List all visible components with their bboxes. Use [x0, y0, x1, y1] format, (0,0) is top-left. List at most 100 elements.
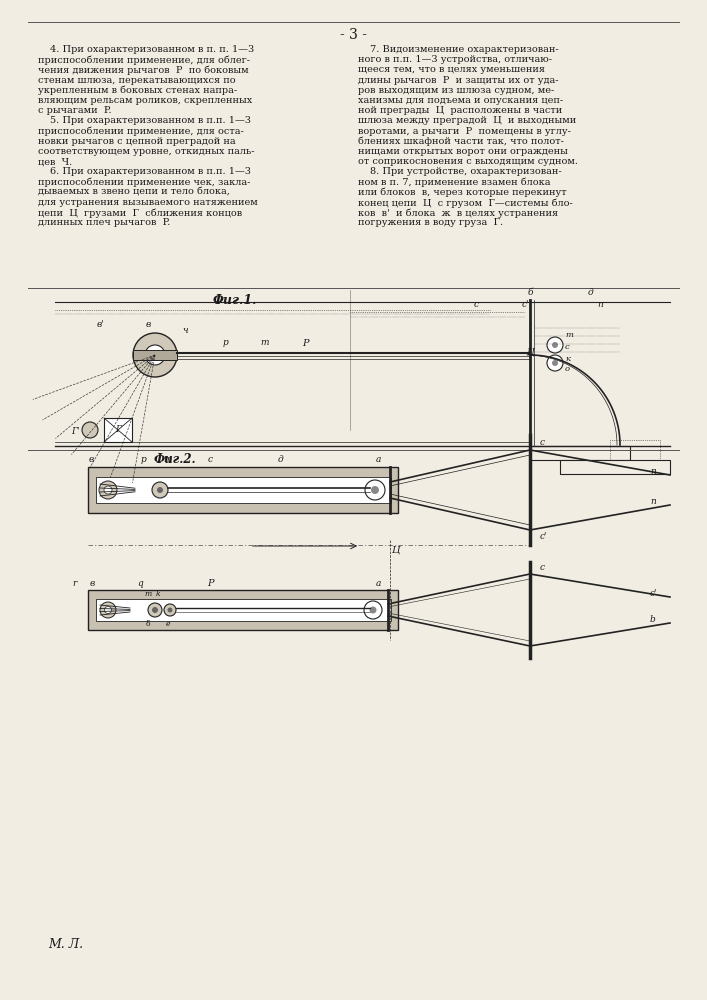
Text: укрепленным в боковых стенах напра-: укрепленным в боковых стенах напра-: [38, 86, 237, 95]
Text: m: m: [144, 590, 151, 598]
Text: Ц: Ц: [392, 545, 400, 554]
Text: P: P: [206, 579, 214, 588]
Text: в: в: [88, 455, 93, 464]
Text: в': в': [96, 320, 104, 329]
Text: р: р: [140, 455, 146, 464]
Circle shape: [99, 481, 117, 499]
Text: n: n: [597, 300, 603, 309]
Circle shape: [164, 604, 176, 616]
Text: с: с: [540, 438, 545, 447]
Circle shape: [152, 607, 158, 613]
Circle shape: [168, 607, 173, 612]
Text: блениях шкафной части так, что полот-: блениях шкафной части так, что полот-: [358, 137, 564, 146]
Text: r: r: [72, 579, 76, 588]
Text: Φиг.1.: Φиг.1.: [213, 294, 257, 307]
Text: e: e: [165, 620, 170, 628]
Text: нищами открытых ворот они ограждены: нищами открытых ворот они ограждены: [358, 147, 568, 156]
Text: b: b: [650, 615, 656, 624]
Text: m: m: [261, 338, 269, 347]
Bar: [530, 446, 630, 460]
Text: n: n: [650, 468, 656, 477]
Text: длинных плеч рычагов  P.: длинных плеч рычагов P.: [38, 218, 170, 227]
Text: c': c': [540, 532, 547, 541]
Text: а: а: [375, 579, 380, 588]
Text: ханизмы для подъема и опускания цеп-: ханизмы для подъема и опускания цеп-: [358, 96, 563, 105]
Text: для устранения вызываемого натяжением: для устранения вызываемого натяжением: [38, 198, 258, 207]
Circle shape: [157, 487, 163, 493]
Text: стенам шлюза, перекатывающихся по: стенам шлюза, перекатывающихся по: [38, 76, 235, 85]
Circle shape: [100, 602, 116, 618]
Circle shape: [370, 606, 377, 613]
Text: д: д: [587, 288, 593, 297]
Circle shape: [552, 360, 558, 366]
Text: δ: δ: [146, 620, 151, 628]
Text: m: m: [565, 331, 573, 339]
Text: с рычагами  P.: с рычагами P.: [38, 106, 112, 115]
Circle shape: [365, 480, 385, 500]
Text: приспособлении применение, для облег-: приспособлении применение, для облег-: [38, 55, 250, 65]
Text: р: р: [222, 338, 228, 347]
Circle shape: [105, 606, 112, 613]
Circle shape: [145, 345, 165, 365]
Text: - 3 -: - 3 -: [339, 28, 366, 42]
Circle shape: [547, 337, 563, 353]
Text: цев  Ч.: цев Ч.: [38, 157, 72, 166]
Text: ч: ч: [182, 326, 188, 335]
Text: б: б: [527, 288, 533, 297]
Text: приспособлении применение, для оста-: приспособлении применение, для оста-: [38, 127, 244, 136]
Text: ров выходящим из шлюза судном, ме-: ров выходящим из шлюза судном, ме-: [358, 86, 554, 95]
Text: Ц: Ц: [527, 348, 535, 357]
Text: с: с: [565, 343, 570, 351]
Text: 6. При охарактеризованном в п.п. 1—3: 6. При охарактеризованном в п.п. 1—3: [50, 167, 251, 176]
Text: o: o: [565, 365, 570, 373]
Text: новки рычагов с цепной преградой на: новки рычагов с цепной преградой на: [38, 137, 235, 146]
Text: c: c: [474, 300, 479, 309]
Text: c': c': [521, 300, 529, 309]
Text: от соприкосновения с выходящим судном.: от соприкосновения с выходящим судном.: [358, 157, 578, 166]
Text: Г: Г: [115, 426, 121, 434]
Text: P: P: [302, 339, 308, 348]
Text: дываемых в звено цепи и тело блока,: дываемых в звено цепи и тело блока,: [38, 188, 230, 197]
Text: или блоков  в, через которые перекинут: или блоков в, через которые перекинут: [358, 188, 566, 197]
Circle shape: [104, 486, 112, 494]
Text: c: c: [207, 455, 213, 464]
Text: 4. При охарактеризованном в п. п. 1—3: 4. При охарактеризованном в п. п. 1—3: [50, 45, 255, 54]
Text: 8. При устройстве, охарактеризован-: 8. При устройстве, охарактеризован-: [370, 167, 561, 176]
Bar: [610, 440, 660, 460]
Text: ков  в'  и блока  ж  в целях устранения: ков в' и блока ж в целях устранения: [358, 208, 558, 218]
Text: приспособлении применение чек, закла-: приспособлении применение чек, закла-: [38, 178, 250, 187]
Text: чения движения рычагов  Р  по боковым: чения движения рычагов Р по боковым: [38, 65, 249, 75]
Text: вляющим рельсам роликов, скрепленных: вляющим рельсам роликов, скрепленных: [38, 96, 252, 105]
Text: к: к: [565, 355, 570, 363]
Text: ном в п. 7, применение взамен блока: ном в п. 7, применение взамен блока: [358, 178, 551, 187]
Bar: [96, 477, 391, 503]
Text: 7. Видоизменение охарактеризован-: 7. Видоизменение охарактеризован-: [370, 45, 559, 54]
Text: конец цепи  Ц  с грузом  Г—системы бло-: конец цепи Ц с грузом Г—системы бло-: [358, 198, 573, 208]
Text: щееся тем, что в целях уменьшения: щееся тем, что в целях уменьшения: [358, 65, 545, 74]
Text: m: m: [164, 455, 173, 464]
Text: а: а: [375, 455, 380, 464]
Bar: [96, 599, 391, 621]
Text: Фиг.2.: Фиг.2.: [153, 453, 197, 466]
Text: М. Л.: М. Л.: [48, 938, 83, 952]
Text: погружения в воду груза  Г.: погружения в воду груза Г.: [358, 218, 503, 227]
Text: соответствующем уровне, откидных паль-: соответствующем уровне, откидных паль-: [38, 147, 255, 156]
Circle shape: [133, 333, 177, 377]
Text: k: k: [156, 590, 160, 598]
Text: в: в: [89, 579, 95, 588]
Bar: [88, 467, 398, 513]
Text: 5. При охарактеризованном в п.п. 1—3: 5. При охарактеризованном в п.п. 1—3: [50, 116, 251, 125]
Bar: [560, 460, 670, 474]
Text: n: n: [650, 497, 656, 506]
Text: шлюза между преградой  Ц  и выходными: шлюза между преградой Ц и выходными: [358, 116, 576, 125]
Circle shape: [547, 355, 563, 371]
Circle shape: [552, 342, 558, 348]
Text: ной преграды  Ц  расположены в части: ной преграды Ц расположены в части: [358, 106, 562, 115]
Text: д: д: [277, 455, 283, 464]
Text: длины рычагов  P  и защиты их от уда-: длины рычагов P и защиты их от уда-: [358, 76, 559, 85]
Circle shape: [371, 486, 379, 494]
Text: Г': Г': [71, 428, 80, 436]
Circle shape: [82, 422, 98, 438]
Circle shape: [364, 601, 382, 619]
Text: ного в п.п. 1—3 устройства, отличаю-: ного в п.п. 1—3 устройства, отличаю-: [358, 55, 552, 64]
